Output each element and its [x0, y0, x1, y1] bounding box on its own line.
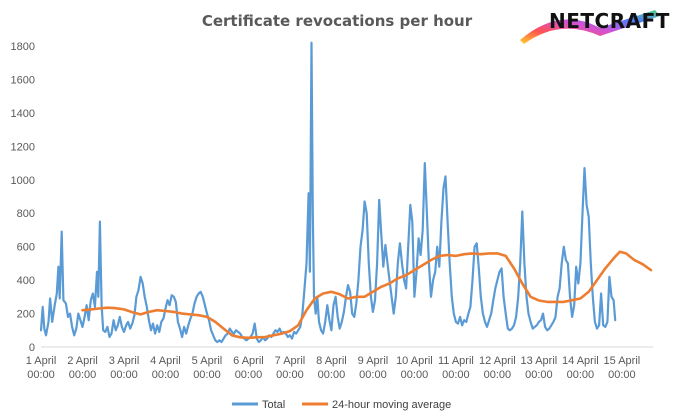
y-tick-label: 1400: [11, 108, 35, 120]
x-tick-label-line: 13 April: [521, 355, 558, 367]
x-tick-label: 5 April 00:00: [192, 355, 223, 381]
x-tick-label: 4 April 00:00: [150, 355, 181, 381]
x-tick-label-line: 00:00: [525, 369, 553, 381]
y-tick-label: 1200: [11, 141, 35, 153]
x-tick-label-line: 00:00: [69, 369, 97, 381]
series-layer: [39, 41, 653, 344]
x-tick-label-line: 4 April: [150, 355, 181, 367]
x-tick-label: 14 April 00:00: [562, 355, 599, 381]
x-tick-label: 7 April 00:00: [275, 355, 306, 381]
x-tick-label-line: 3 April: [109, 355, 140, 367]
series-line-total: [39, 41, 617, 344]
x-tick-label-line: 00:00: [27, 369, 55, 381]
x-tick-label-line: 00:00: [442, 369, 470, 381]
x-tick-label: 2 April 00:00: [67, 355, 98, 381]
x-tick-label-line: 00:00: [110, 369, 138, 381]
x-tick-label-line: 00:00: [608, 369, 636, 381]
x-tick-label-line: 8 April: [316, 355, 347, 367]
y-tick-label: 1600: [11, 74, 35, 86]
x-tick-label-line: 6 April: [233, 355, 264, 367]
x-tick-label: 11 April 00:00: [438, 355, 474, 381]
netcraft-logo: NETCRAFT: [520, 9, 670, 44]
x-tick-label-line: 11 April: [438, 355, 474, 367]
x-tick-label: 6 April 00:00: [233, 355, 264, 381]
x-tick-label-line: 5 April: [192, 355, 223, 367]
x-tick-label: 12 April 00:00: [479, 355, 516, 381]
x-tick-label-line: 10 April: [396, 355, 433, 367]
x-tick-label-line: 00:00: [235, 369, 263, 381]
x-tick-label-line: 9 April: [358, 355, 389, 367]
legend-label-moving-average: 24-hour moving average: [332, 399, 451, 411]
x-tick-label-line: 00:00: [359, 369, 387, 381]
x-tick-label: 8 April 00:00: [316, 355, 347, 381]
x-tick-label-line: 1 April: [26, 355, 57, 367]
x-tick-label-line: 00:00: [318, 369, 346, 381]
y-axis: 0 200 400 600 800 1000 1200 1400 1600 1800: [11, 41, 35, 354]
chart-title: Certificate revocations per hour: [202, 12, 473, 30]
series-line-moving-average: [81, 250, 653, 340]
y-tick-label: 200: [17, 309, 35, 321]
x-tick-label: 9 April 00:00: [358, 355, 389, 381]
x-tick-label-line: 12 April: [479, 355, 516, 367]
y-tick-label: 1800: [11, 41, 35, 53]
x-tick-label-line: 00:00: [484, 369, 512, 381]
x-tick-label-line: 2 April: [67, 355, 98, 367]
x-tick-label-line: 14 April: [562, 355, 599, 367]
x-axis: 1 April 00:002 April 00:003 April 00:004 Ap…: [26, 346, 653, 381]
x-tick-label: 15 April 00:00: [604, 355, 641, 381]
logo-text: NETCRAFT: [549, 9, 670, 33]
x-tick-label-line: 00:00: [567, 369, 595, 381]
legend: Total 24-hour moving average: [232, 399, 451, 411]
x-tick-label-line: 00:00: [276, 369, 304, 381]
y-tick-label: 400: [17, 275, 35, 287]
y-tick-label: 1000: [11, 175, 35, 187]
x-tick-label: 3 April 00:00: [109, 355, 140, 381]
y-tick-label: 0: [29, 342, 35, 354]
x-tick-label-line: 00:00: [193, 369, 221, 381]
x-tick-label: 13 April 00:00: [521, 355, 558, 381]
legend-label-total: Total: [262, 399, 285, 411]
x-tick-label-line: 00:00: [152, 369, 180, 381]
x-tick-label: 1 April 00:00: [26, 355, 57, 381]
y-tick-label: 800: [17, 208, 35, 220]
x-tick-label-line: 00:00: [401, 369, 429, 381]
x-tick-label-line: 15 April: [604, 355, 641, 367]
x-tick-label-line: 7 April: [275, 355, 306, 367]
y-tick-label: 600: [17, 242, 35, 254]
x-tick-label: 10 April 00:00: [396, 355, 433, 381]
